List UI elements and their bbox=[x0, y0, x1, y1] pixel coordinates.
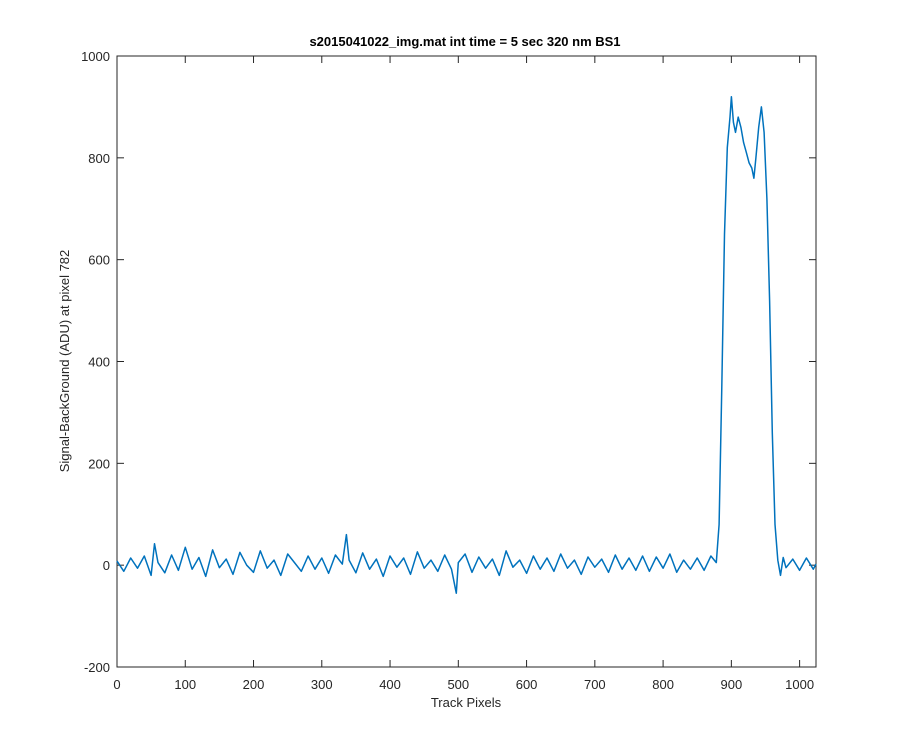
x-tick-label: 800 bbox=[652, 677, 674, 692]
x-tick-label: 400 bbox=[379, 677, 401, 692]
y-tick-label: 1000 bbox=[81, 49, 110, 64]
x-axis-ticks: 0 100 200 300 400 500 600 700 800 900 1000 bbox=[113, 56, 814, 692]
x-tick-label: 300 bbox=[311, 677, 333, 692]
x-tick-label: 0 bbox=[113, 677, 120, 692]
y-tick-label: 0 bbox=[103, 558, 110, 573]
series-line bbox=[116, 95, 817, 594]
y-axis-label: Signal-BackGround (ADU) at pixel 782 bbox=[57, 250, 72, 473]
series-layer bbox=[116, 95, 817, 594]
y-tick-label: 400 bbox=[88, 355, 110, 370]
x-tick-label: 600 bbox=[516, 677, 538, 692]
x-tick-label: 700 bbox=[584, 677, 606, 692]
x-tick-label: 100 bbox=[174, 677, 196, 692]
y-tick-label: 200 bbox=[88, 456, 110, 471]
x-tick-label: 900 bbox=[721, 677, 743, 692]
chart-title: s2015041022_img.mat int time = 5 sec 320… bbox=[309, 34, 620, 49]
y-tick-label: 600 bbox=[88, 253, 110, 268]
x-tick-label: 200 bbox=[243, 677, 265, 692]
plot-area-frame bbox=[116, 55, 817, 668]
y-tick-label: 800 bbox=[88, 151, 110, 166]
y-tick-label: -200 bbox=[84, 660, 110, 675]
x-axis-label: Track Pixels bbox=[431, 695, 502, 710]
x-tick-label: 1000 bbox=[785, 677, 814, 692]
x-tick-label: 500 bbox=[447, 677, 469, 692]
y-axis-ticks: -200 0 200 400 600 800 1000 bbox=[81, 49, 816, 675]
